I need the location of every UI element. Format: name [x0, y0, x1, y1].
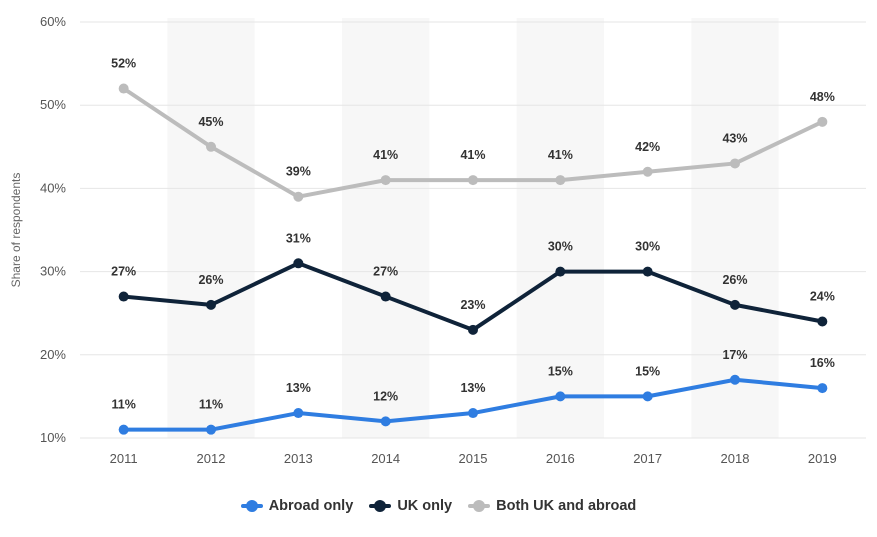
data-label: 13%: [460, 381, 485, 395]
data-point[interactable]: [555, 391, 566, 402]
data-label: 15%: [635, 364, 660, 378]
column-band: [342, 18, 430, 438]
y-tick-label: 30%: [40, 264, 66, 279]
data-point[interactable]: [817, 383, 828, 394]
data-label: 26%: [198, 273, 223, 287]
x-tick-label: 2014: [371, 451, 400, 466]
data-point[interactable]: [730, 299, 740, 310]
data-point[interactable]: [293, 408, 304, 419]
x-tick-label: 2018: [721, 451, 750, 466]
gridlines: [80, 21, 866, 439]
data-point[interactable]: [730, 374, 740, 385]
data-point[interactable]: [555, 175, 566, 186]
data-label: 52%: [111, 57, 136, 71]
data-point[interactable]: [206, 424, 216, 435]
data-point[interactable]: [206, 299, 216, 310]
data-point[interactable]: [118, 424, 129, 435]
x-tick-label: 2019: [808, 451, 837, 466]
data-point[interactable]: [468, 175, 478, 186]
legend-label: Both UK and abroad: [496, 498, 637, 514]
x-tick-label: 2015: [459, 451, 488, 466]
y-tick-label: 20%: [40, 347, 66, 362]
data-point[interactable]: [468, 324, 478, 335]
column-band: [516, 18, 604, 438]
data-label: 15%: [548, 364, 573, 378]
data-label: 43%: [722, 131, 747, 145]
data-label: 41%: [548, 148, 573, 162]
x-tick-label: 2016: [546, 451, 575, 466]
series-uk-only: [118, 258, 828, 335]
data-point[interactable]: [206, 141, 216, 152]
data-label: 30%: [635, 240, 660, 254]
data-label: 41%: [460, 148, 485, 162]
data-point[interactable]: [642, 166, 653, 177]
series-group: [118, 83, 828, 435]
x-tick-label: 2013: [284, 451, 313, 466]
data-point[interactable]: [730, 158, 740, 169]
data-point[interactable]: [555, 266, 566, 277]
data-label: 23%: [460, 298, 485, 312]
data-label: 27%: [373, 265, 398, 279]
column-band: [691, 18, 779, 438]
data-label: 31%: [286, 231, 311, 245]
x-axis-ticks: 2011 2012 2013 2014 2015 2016 2017 2018 2019: [110, 451, 837, 466]
data-point[interactable]: [642, 391, 653, 402]
data-label: 12%: [373, 389, 398, 403]
data-label: 30%: [548, 240, 573, 254]
data-point[interactable]: [380, 291, 391, 302]
legend-marker-icon: [240, 500, 263, 512]
data-point[interactable]: [380, 416, 391, 427]
data-label: 39%: [286, 165, 311, 179]
y-axis-label: Share of respondents: [9, 173, 23, 288]
y-tick-label: 10%: [40, 430, 66, 445]
data-label: 11%: [111, 398, 135, 412]
data-label: 16%: [810, 356, 835, 370]
legend-item-both-uk-and-abroad[interactable]: Both UK and abroad: [468, 498, 636, 514]
data-label: 24%: [810, 290, 835, 304]
x-tick-label: 2011: [110, 451, 138, 466]
legend-marker-icon: [468, 500, 491, 512]
data-point[interactable]: [817, 316, 828, 327]
data-label: 41%: [373, 148, 398, 162]
data-label: 42%: [635, 140, 660, 154]
data-label: 26%: [722, 273, 747, 287]
data-point[interactable]: [118, 83, 129, 94]
data-label: 45%: [198, 115, 223, 129]
data-label: 13%: [286, 381, 311, 395]
data-point[interactable]: [293, 258, 304, 269]
data-point[interactable]: [118, 291, 129, 302]
data-label: 48%: [810, 90, 835, 104]
legend-item-uk-only[interactable]: UK only: [369, 498, 452, 514]
legend: Abroad only UK only Both UK and abroad: [0, 498, 877, 516]
x-tick-label: 2012: [197, 451, 226, 466]
data-label: 11%: [199, 398, 223, 412]
legend-marker-icon: [369, 500, 392, 512]
data-point[interactable]: [817, 116, 828, 127]
alternating-column-bands: [167, 18, 779, 438]
data-label: 27%: [111, 265, 136, 279]
series-both-uk-and-abroad: [118, 83, 828, 202]
series-abroad-only: [118, 374, 828, 435]
y-tick-label: 40%: [40, 180, 66, 195]
data-point[interactable]: [468, 408, 478, 419]
data-point[interactable]: [642, 266, 653, 277]
data-label: 17%: [722, 348, 747, 362]
legend-label: Abroad only: [268, 498, 354, 514]
legend-item-abroad-only[interactable]: Abroad only: [240, 498, 354, 514]
y-axis-ticks: 10% 20% 30% 40% 50% 60%: [40, 14, 66, 445]
y-tick-label: 50%: [40, 97, 66, 112]
data-point[interactable]: [380, 175, 391, 186]
legend-label: UK only: [397, 498, 453, 514]
x-tick-label: 2017: [633, 451, 662, 466]
column-band: [167, 18, 255, 438]
data-point[interactable]: [293, 191, 304, 202]
y-tick-label: 60%: [40, 14, 66, 29]
data-labels: 52% 45% 39% 41% 41% 41% 42% 43% 48% 27% 26% 31% 27% 2…: [111, 57, 835, 412]
